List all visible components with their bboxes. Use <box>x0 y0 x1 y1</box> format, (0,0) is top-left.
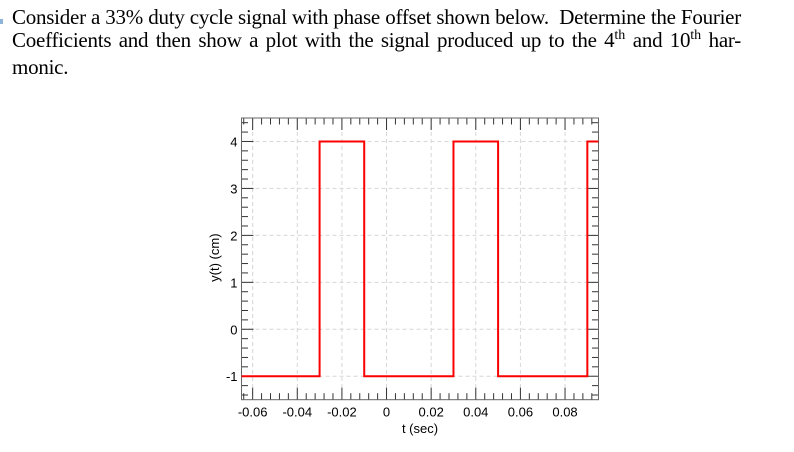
svg-text:0.04: 0.04 <box>463 405 488 420</box>
svg-text:0.02: 0.02 <box>419 405 444 420</box>
svg-text:-0.04: -0.04 <box>282 405 312 420</box>
svg-text:0: 0 <box>383 405 390 420</box>
svg-text:-1: -1 <box>226 369 238 384</box>
svg-text:-0.06: -0.06 <box>238 405 268 420</box>
svg-text:t (sec): t (sec) <box>402 421 438 436</box>
svg-text:y(t) (cm): y(t) (cm) <box>207 233 222 281</box>
svg-text:0: 0 <box>230 322 237 337</box>
svg-text:0.08: 0.08 <box>552 405 577 420</box>
svg-text:4: 4 <box>230 134 237 149</box>
svg-text:1: 1 <box>230 275 237 290</box>
svg-text:-0.02: -0.02 <box>327 405 357 420</box>
svg-text:0.06: 0.06 <box>508 405 533 420</box>
svg-text:3: 3 <box>230 181 237 196</box>
svg-text:2: 2 <box>230 228 237 243</box>
